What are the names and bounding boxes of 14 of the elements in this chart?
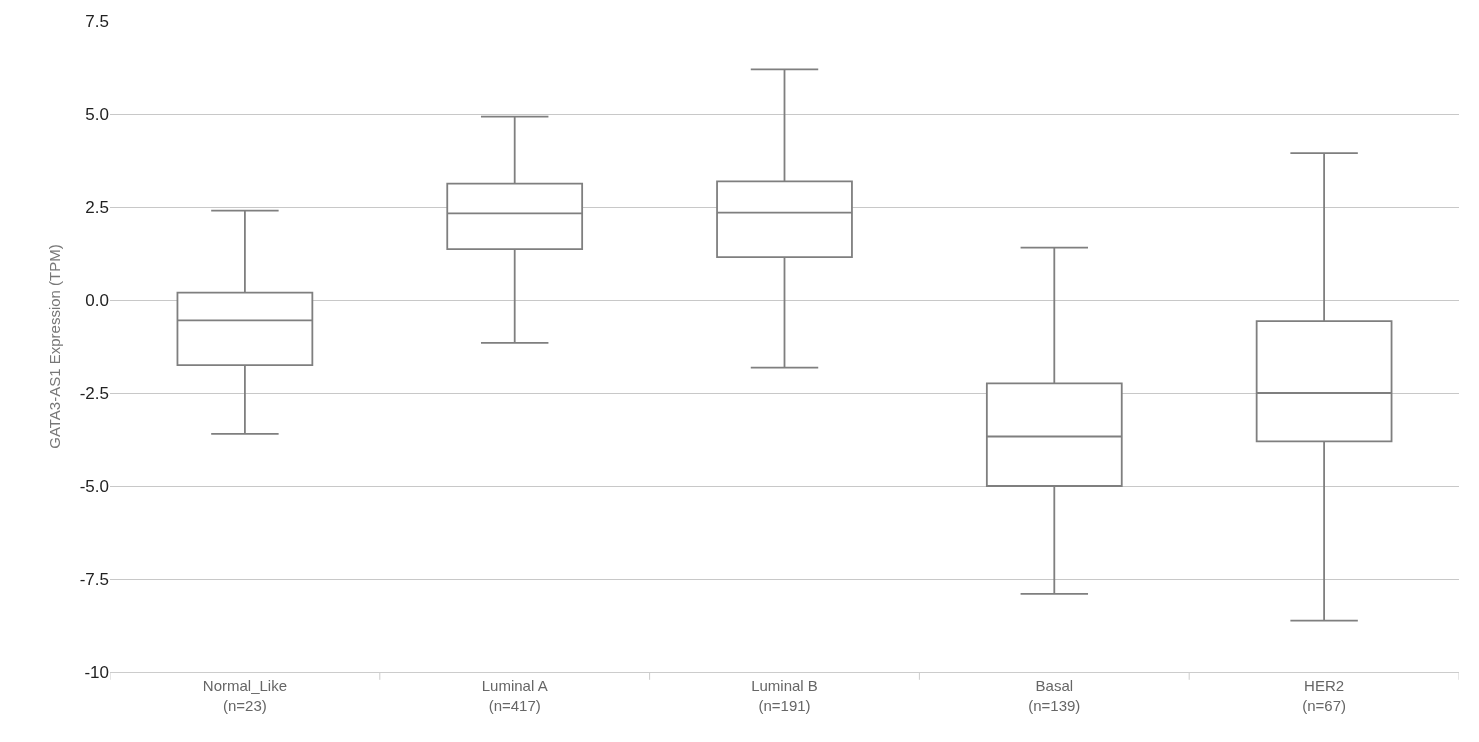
- y-tick-label: 5.0: [85, 104, 109, 124]
- x-tick-label: Basal (n=139): [1028, 677, 1081, 714]
- x-tick-label: Normal_Like (n=23): [202, 677, 287, 714]
- y-tick-label: -5.0: [79, 476, 109, 496]
- x-tick-label: Luminal B (n=191): [751, 677, 818, 714]
- y-tick-label: 7.5: [85, 11, 109, 31]
- y-tick-label: 2.5: [85, 197, 109, 217]
- x-tick-label: Luminal A (n=417): [481, 677, 548, 714]
- y-tick-label: -2.5: [79, 383, 109, 403]
- y-axis-title: GATA3-AS1 Expression (TPM): [45, 244, 63, 449]
- y-tick-label: 0.0: [85, 290, 109, 310]
- y-tick-label: -10: [84, 662, 109, 682]
- y-tick-label: -7.5: [79, 569, 109, 589]
- x-tick-label: HER2 (n=67): [1302, 677, 1346, 714]
